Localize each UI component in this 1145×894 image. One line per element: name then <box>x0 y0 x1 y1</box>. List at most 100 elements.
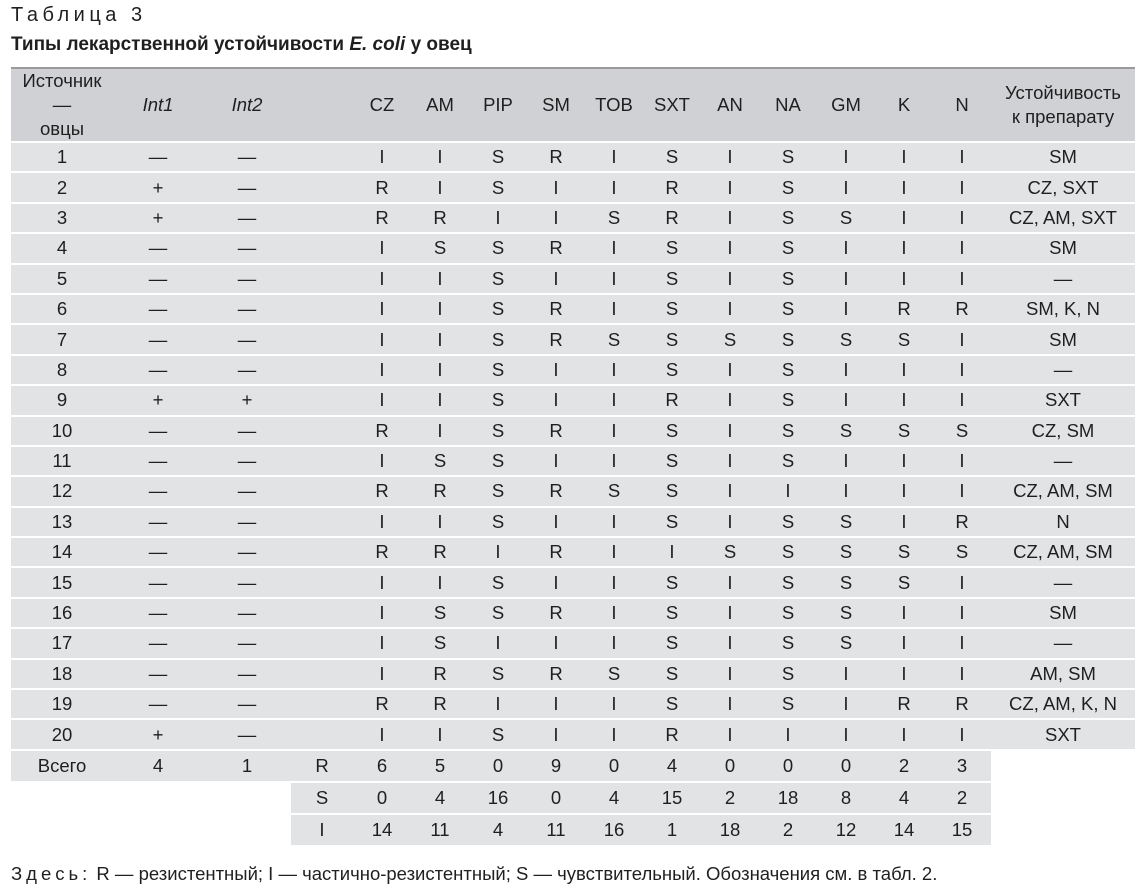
totals-value: 16 <box>469 781 527 815</box>
cell-value: S <box>469 476 527 508</box>
cell-value: S <box>469 445 527 478</box>
cell-value: S <box>759 597 817 630</box>
cell-value: I <box>875 263 933 295</box>
cell-value: I <box>817 293 875 326</box>
cell-int2: — <box>203 719 291 751</box>
header-drug: N <box>933 67 991 143</box>
cell-value: S <box>759 506 817 539</box>
cell-value: S <box>875 537 933 569</box>
cell-value: I <box>411 293 469 326</box>
cell-value: I <box>875 354 933 387</box>
cell-value: I <box>353 324 411 356</box>
header-drug: SM <box>527 67 585 143</box>
cell-value: I <box>701 658 759 691</box>
totals-value: 4 <box>585 781 643 815</box>
cell-value: I <box>353 658 411 691</box>
totals-value: 15 <box>933 813 991 847</box>
totals-row: S 0 4 16 0 4 15 2 18 8 4 2 <box>11 781 1135 815</box>
cell-value: S <box>759 354 817 387</box>
cell-value: S <box>469 293 527 326</box>
cell-blank <box>291 445 353 478</box>
cell-value: I <box>817 142 875 174</box>
cell-int2: — <box>203 506 291 539</box>
totals-value: 18 <box>759 781 817 815</box>
table-row: 3 + — R R I I S R I S S I I CZ, AM, SXT <box>11 202 1135 235</box>
header-drug: AN <box>701 67 759 143</box>
cell-value: I <box>585 506 643 539</box>
header-int2: Int2 <box>203 67 291 143</box>
cell-int1: — <box>113 476 203 508</box>
cell-value: S <box>759 537 817 569</box>
cell-value: I <box>701 172 759 204</box>
cell-value: I <box>933 385 991 417</box>
table-row: 5— — I I S I I S I S I I I — <box>11 263 1135 295</box>
table-row: 8— — I I S I I S I S I I I — <box>11 354 1135 387</box>
cell-int1: — <box>113 506 203 539</box>
cell-value: I <box>411 142 469 174</box>
cell-int2: — <box>203 476 291 508</box>
totals-value: 2 <box>875 749 933 783</box>
cell-value: S <box>701 324 759 356</box>
cell-value: I <box>585 385 643 417</box>
cell-value: S <box>759 658 817 691</box>
cell-value: I <box>411 567 469 599</box>
cell-value: S <box>759 263 817 295</box>
cell-value: I <box>875 202 933 235</box>
cell-value: S <box>643 354 701 387</box>
cell-value: I <box>469 628 527 660</box>
totals-value: 0 <box>759 749 817 783</box>
cell-value: S <box>817 506 875 539</box>
totals-row: Всего 4 1 R 6 5 0 9 0 4 0 0 0 2 3 <box>11 749 1135 783</box>
cell-int2: — <box>203 233 291 265</box>
cell-int1: + <box>113 172 203 204</box>
cell-value: I <box>933 445 991 478</box>
cell-int1: — <box>113 293 203 326</box>
cell-value: I <box>933 324 991 356</box>
cell-value: I <box>817 476 875 508</box>
cell-value: S <box>759 233 817 265</box>
cell-value: R <box>527 415 585 447</box>
cell-value: I <box>411 354 469 387</box>
cell-value: I <box>527 719 585 751</box>
cell-blank <box>291 689 353 721</box>
cell-resistance: N <box>991 506 1135 539</box>
cell-value: I <box>701 445 759 478</box>
cell-value: S <box>469 233 527 265</box>
cell-value: S <box>759 628 817 660</box>
cell-value: R <box>643 172 701 204</box>
cell-value: S <box>411 233 469 265</box>
cell-value: S <box>817 567 875 599</box>
cell-value: I <box>585 172 643 204</box>
cell-value: I <box>353 445 411 478</box>
cell-value: S <box>643 628 701 660</box>
cell-value: I <box>353 263 411 295</box>
cell-int1: — <box>113 658 203 691</box>
cell-value: S <box>469 506 527 539</box>
cell-int2: — <box>203 689 291 721</box>
totals-row: I 14 11 4 11 16 1 18 2 12 14 15 <box>11 813 1135 847</box>
cell-value: I <box>933 597 991 630</box>
cell-value: S <box>469 263 527 295</box>
cell-value: S <box>643 293 701 326</box>
cell-resistance: CZ, SXT <box>991 172 1135 204</box>
cell-value: I <box>875 476 933 508</box>
cell-int1: — <box>113 567 203 599</box>
cell-value: S <box>933 537 991 569</box>
header-drug: TOB <box>585 67 643 143</box>
table-row: 16— — I S S R I S I S S I I SM <box>11 597 1135 630</box>
cell-blank <box>291 385 353 417</box>
cell-blank <box>291 506 353 539</box>
cell-resistance: SM <box>991 324 1135 356</box>
cell-value: S <box>817 597 875 630</box>
cell-resistance: SM, K, N <box>991 293 1135 326</box>
cell-value: I <box>527 506 585 539</box>
cell-value: S <box>759 324 817 356</box>
table-row: 20 + — I I S I I R I I I I I SXT <box>11 719 1135 751</box>
cell-value: S <box>759 142 817 174</box>
resistance-table: Источник — овцы Int1 Int2 CZ AM PIP SM TO… <box>11 67 1135 847</box>
cell-resistance: CZ, AM, SXT <box>991 202 1135 235</box>
cell-int1: — <box>113 415 203 447</box>
cell-resistance: SXT <box>991 385 1135 417</box>
cell-value: I <box>875 233 933 265</box>
cell-value: R <box>643 719 701 751</box>
